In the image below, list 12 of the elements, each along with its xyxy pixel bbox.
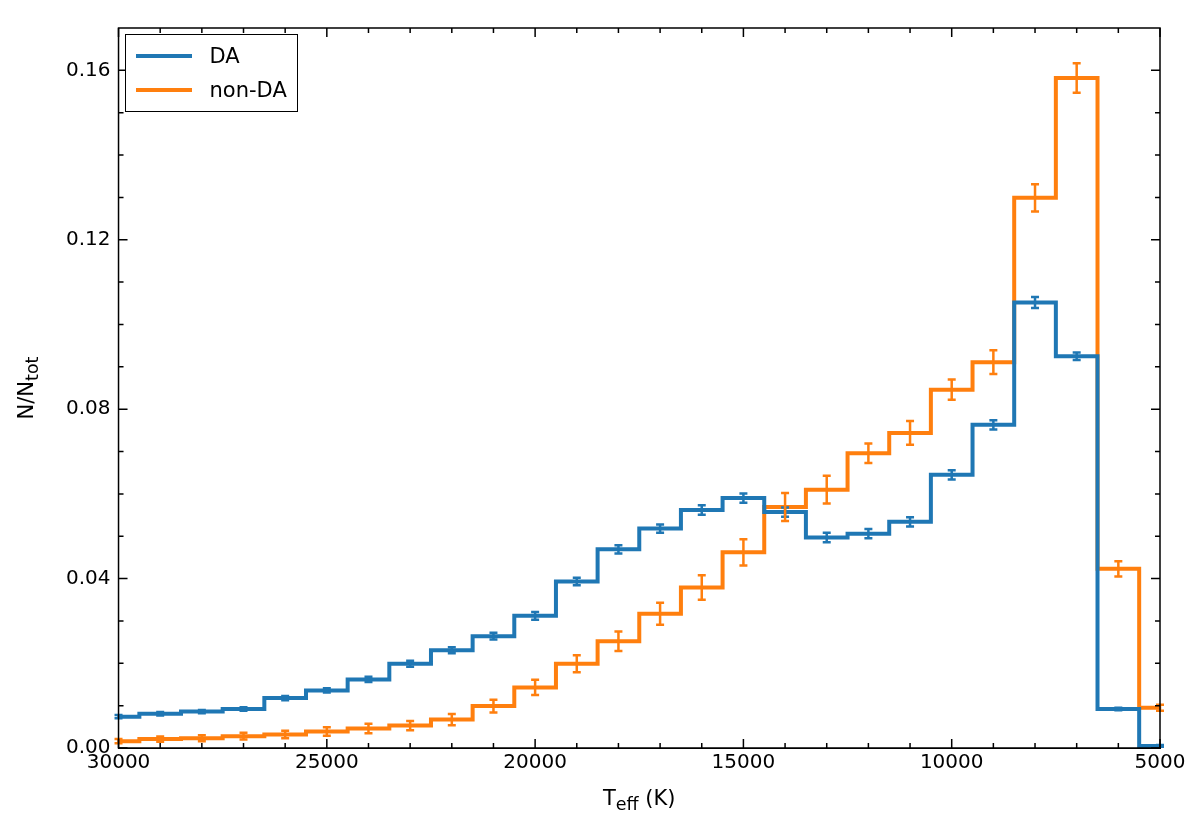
x-axis-title: T$_{eff}$ (K) — [603, 786, 676, 815]
legend-label: non-DA — [209, 78, 287, 102]
y-tick-label: 0.16 — [66, 56, 111, 81]
x-tick-label: 10000 — [919, 749, 984, 774]
legend-label: DA — [209, 44, 240, 68]
x-tick-label: 5000 — [1134, 749, 1186, 774]
x-tick-label: 20000 — [503, 749, 567, 774]
y-tick-label: 0.12 — [66, 225, 111, 250]
y-tick-label: 0.04 — [66, 564, 111, 589]
x-tick-label: 15000 — [711, 749, 776, 774]
y-tick-label: 0.08 — [66, 395, 111, 420]
x-tick-label: 25000 — [295, 749, 359, 774]
